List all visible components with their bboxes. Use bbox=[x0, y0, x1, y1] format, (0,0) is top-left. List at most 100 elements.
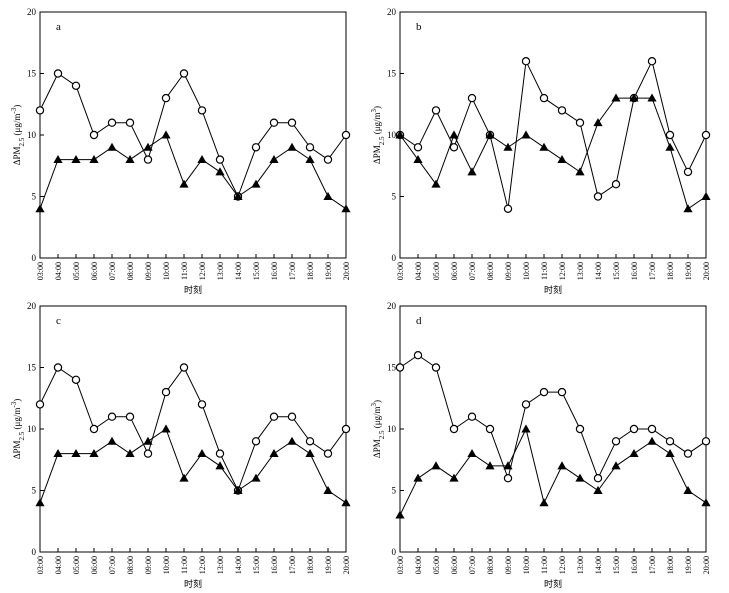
x-tick-label: 20:00 bbox=[702, 262, 711, 280]
panel-b: 0 5 10 15 20 03:00 04:00 05:00 06:00 07:00 08:00 09… bbox=[370, 7, 711, 295]
series-line-circle bbox=[399, 354, 707, 480]
x-tick-label: 14:00 bbox=[234, 262, 243, 280]
x-tick-label: 05:00 bbox=[432, 262, 441, 280]
x-tick-label: 19:00 bbox=[684, 262, 693, 280]
data-point-circle bbox=[503, 204, 513, 213]
data-point-circle bbox=[503, 474, 513, 483]
data-point-triangle bbox=[71, 155, 81, 164]
y-tick-label: 10 bbox=[27, 130, 37, 140]
data-point-circle bbox=[485, 424, 495, 434]
y-tick-label: 15 bbox=[387, 69, 397, 79]
x-axis-title: 时刻 bbox=[544, 284, 562, 295]
data-point-triangle bbox=[323, 485, 333, 494]
data-point-circle bbox=[539, 387, 549, 397]
data-point-circle bbox=[161, 93, 171, 103]
x-tick-label: 20:00 bbox=[342, 556, 351, 574]
data-point-triangle bbox=[503, 142, 513, 151]
series-line-triangle bbox=[39, 428, 347, 504]
x-tick-label: 20:00 bbox=[342, 262, 351, 280]
y-tick-label: 10 bbox=[27, 424, 37, 434]
data-point-triangle bbox=[467, 449, 477, 458]
x-tick-label: 06:00 bbox=[90, 556, 99, 574]
x-tick-label: 04:00 bbox=[54, 262, 63, 280]
data-point-circle bbox=[197, 400, 207, 409]
data-point-triangle bbox=[629, 449, 639, 458]
y-tick-label: 20 bbox=[387, 301, 397, 311]
data-point-triangle bbox=[251, 179, 261, 188]
x-tick-label: 07:00 bbox=[108, 262, 117, 280]
x-axis-title: 时刻 bbox=[184, 284, 202, 295]
plot-frame bbox=[399, 305, 707, 553]
data-point-circle bbox=[647, 424, 657, 434]
data-point-triangle bbox=[215, 167, 225, 176]
y-tick-label: 5 bbox=[392, 192, 397, 202]
data-point-circle bbox=[593, 474, 603, 483]
data-point-triangle bbox=[629, 93, 639, 102]
data-point-triangle bbox=[341, 498, 351, 507]
plot-frame bbox=[399, 11, 707, 259]
data-point-triangle bbox=[179, 179, 189, 188]
data-point-triangle bbox=[305, 155, 315, 164]
x-tick-label: 16:00 bbox=[270, 556, 279, 574]
data-point-triangle bbox=[665, 449, 675, 458]
data-point-triangle bbox=[143, 142, 153, 151]
data-point-circle bbox=[215, 155, 225, 164]
data-point-triangle bbox=[665, 142, 675, 151]
data-point-circle bbox=[413, 351, 423, 360]
data-point-triangle bbox=[611, 461, 621, 470]
x-tick-label: 13:00 bbox=[576, 556, 585, 574]
x-tick-label: 20:00 bbox=[702, 556, 711, 574]
y-tick-label: 5 bbox=[32, 486, 37, 496]
y-tick-label: 10 bbox=[387, 424, 397, 434]
x-tick-label: 03:00 bbox=[36, 556, 45, 574]
data-point-circle bbox=[161, 387, 171, 397]
data-point-circle bbox=[395, 363, 405, 372]
data-point-triangle bbox=[35, 204, 45, 213]
x-tick-label: 11:00 bbox=[540, 262, 549, 280]
data-point-triangle bbox=[125, 155, 135, 164]
data-point-circle bbox=[431, 363, 441, 372]
x-tick-label: 11:00 bbox=[180, 556, 189, 574]
data-point-circle bbox=[71, 81, 81, 91]
panel-label: a bbox=[56, 21, 61, 33]
data-point-triangle bbox=[233, 191, 243, 200]
x-tick-label: 18:00 bbox=[306, 556, 315, 574]
data-point-circle bbox=[611, 179, 621, 189]
x-tick-label: 17:00 bbox=[288, 556, 297, 574]
x-tick-label: 03:00 bbox=[36, 262, 45, 280]
data-point-circle bbox=[539, 93, 549, 103]
data-point-triangle bbox=[575, 167, 585, 176]
data-point-circle bbox=[413, 143, 423, 152]
plot-frame bbox=[39, 305, 347, 553]
data-point-circle bbox=[611, 437, 621, 446]
data-point-circle bbox=[557, 106, 567, 115]
data-point-circle bbox=[593, 192, 603, 201]
data-point-triangle bbox=[287, 436, 297, 445]
data-point-circle bbox=[431, 106, 441, 115]
x-tick-label: 08:00 bbox=[486, 262, 495, 280]
data-point-triangle bbox=[539, 498, 549, 507]
data-point-circle bbox=[557, 387, 567, 397]
x-tick-label: 13:00 bbox=[216, 262, 225, 280]
data-point-triangle bbox=[503, 461, 513, 470]
data-point-triangle bbox=[53, 449, 63, 458]
x-tick-label: 09:00 bbox=[144, 262, 153, 280]
data-point-circle bbox=[341, 424, 351, 434]
data-point-circle bbox=[269, 118, 279, 127]
x-tick-label: 17:00 bbox=[648, 556, 657, 574]
y-axis-title: ΔPM2.5 (μg/m-3) bbox=[10, 105, 26, 165]
series-line-circle bbox=[399, 59, 707, 209]
x-tick-label: 10:00 bbox=[162, 262, 171, 280]
x-tick-label: 10:00 bbox=[522, 262, 531, 280]
panel-label: b bbox=[416, 21, 422, 33]
data-point-triangle bbox=[125, 449, 135, 458]
x-tick-label: 16:00 bbox=[270, 262, 279, 280]
y-axis-title: ΔPM2.5 (μg/m-3) bbox=[10, 399, 26, 459]
x-tick-label: 12:00 bbox=[198, 556, 207, 574]
series-line-triangle bbox=[399, 97, 707, 210]
x-tick-label: 15:00 bbox=[612, 556, 621, 574]
data-point-circle bbox=[53, 363, 63, 372]
data-point-triangle bbox=[197, 155, 207, 164]
data-point-circle bbox=[287, 118, 297, 127]
